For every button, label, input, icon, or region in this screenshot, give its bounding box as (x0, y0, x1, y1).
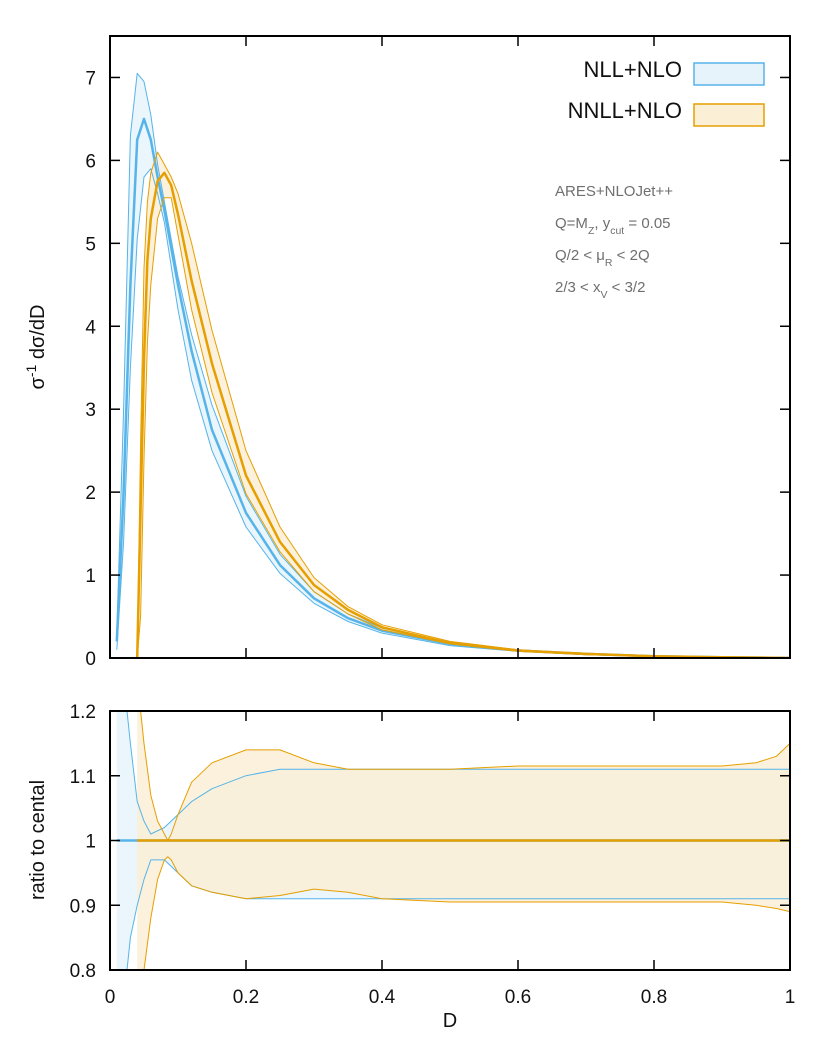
ratio-x-tick-label: 0.4 (369, 987, 396, 1008)
ratio-band-nnll (137, 711, 790, 970)
annotation-block: ARES+NLOJet++ Q=MZ, ycut = 0.05 Q/2 < μR <… (555, 183, 673, 301)
ratio-y-tick-label: 0.9 (70, 896, 96, 917)
main-nnll-central-line (135, 171, 790, 658)
main-y-axis-label: σ-1 dσ/dD (23, 305, 49, 390)
ratio-nnll-lower-line (143, 856, 790, 970)
annotation-line-3: 2/3 < xV < 3/2 (555, 279, 645, 301)
main-nnll-upper-line (136, 151, 790, 658)
annotation-line-0: ARES+NLOJet++ (555, 183, 673, 200)
ratio-x-tick-label: 0 (105, 987, 116, 1008)
ratio-x-tick-label: 1 (785, 987, 796, 1008)
legend-swatch-nll (693, 62, 765, 86)
ratio-lines (116, 711, 790, 970)
x-axis-label: D (443, 1010, 457, 1032)
ratio-x-tick-label: 0.2 (233, 987, 259, 1008)
ratio-x-tick-label: 0.6 (505, 987, 531, 1008)
main-y-tick-label: 2 (85, 483, 96, 504)
annotation-line-1: Q=MZ, ycut = 0.05 (555, 215, 671, 237)
legend: NLL+NLO NNLL+NLO (568, 57, 765, 127)
ratio-y-axis-label: ratio to cental (27, 780, 49, 900)
ratio-y-tick-label: 0.8 (70, 961, 96, 982)
ratio-nnll-upper-line (140, 711, 790, 841)
main-band-nnll (137, 152, 790, 658)
legend-swatch-nnll (693, 103, 765, 127)
main-panel: 0 1 2 3 4 5 6 7 σ-1 dσ/dD (23, 35, 791, 670)
main-y-tick-label: 7 (85, 68, 96, 89)
main-y-tick-label: 0 (85, 649, 96, 670)
legend-label-nnll: NNLL+NLO (568, 98, 682, 123)
main-ticks: 0 1 2 3 4 5 6 7 (85, 36, 791, 670)
main-y-tick-label: 4 (85, 317, 96, 338)
ratio-nll-upper-line (126, 711, 790, 835)
main-y-tick-label: 3 (85, 400, 96, 421)
ratio-y-tick-label: 1.2 (70, 702, 96, 723)
ratio-ticks: 0 0.2 0.4 0.6 0.8 1 0.8 0.9 1 1.1 1.2 (70, 702, 796, 1008)
main-y-tick-label: 1 (85, 566, 96, 587)
ratio-x-tick-label: 0.8 (641, 987, 667, 1008)
main-y-tick-label: 6 (85, 151, 96, 172)
main-bands (116, 73, 790, 658)
annotation-line-2: Q/2 < μR < 2Q (555, 247, 650, 269)
ratio-y-tick-label: 1.1 (70, 767, 96, 788)
ratio-y-tick-label: 1 (85, 832, 96, 853)
main-plot-frame (109, 35, 791, 659)
ratio-panel: 0 0.2 0.4 0.6 0.8 1 0.8 0.9 1 1.1 1.2 ratio to cen… (27, 702, 796, 1032)
main-y-tick-label: 5 (85, 234, 96, 255)
main-lines (115, 72, 790, 658)
ratio-plot-frame (109, 710, 791, 971)
legend-label-nll: NLL+NLO (584, 57, 682, 82)
main-nll-lower-line (116, 168, 790, 658)
